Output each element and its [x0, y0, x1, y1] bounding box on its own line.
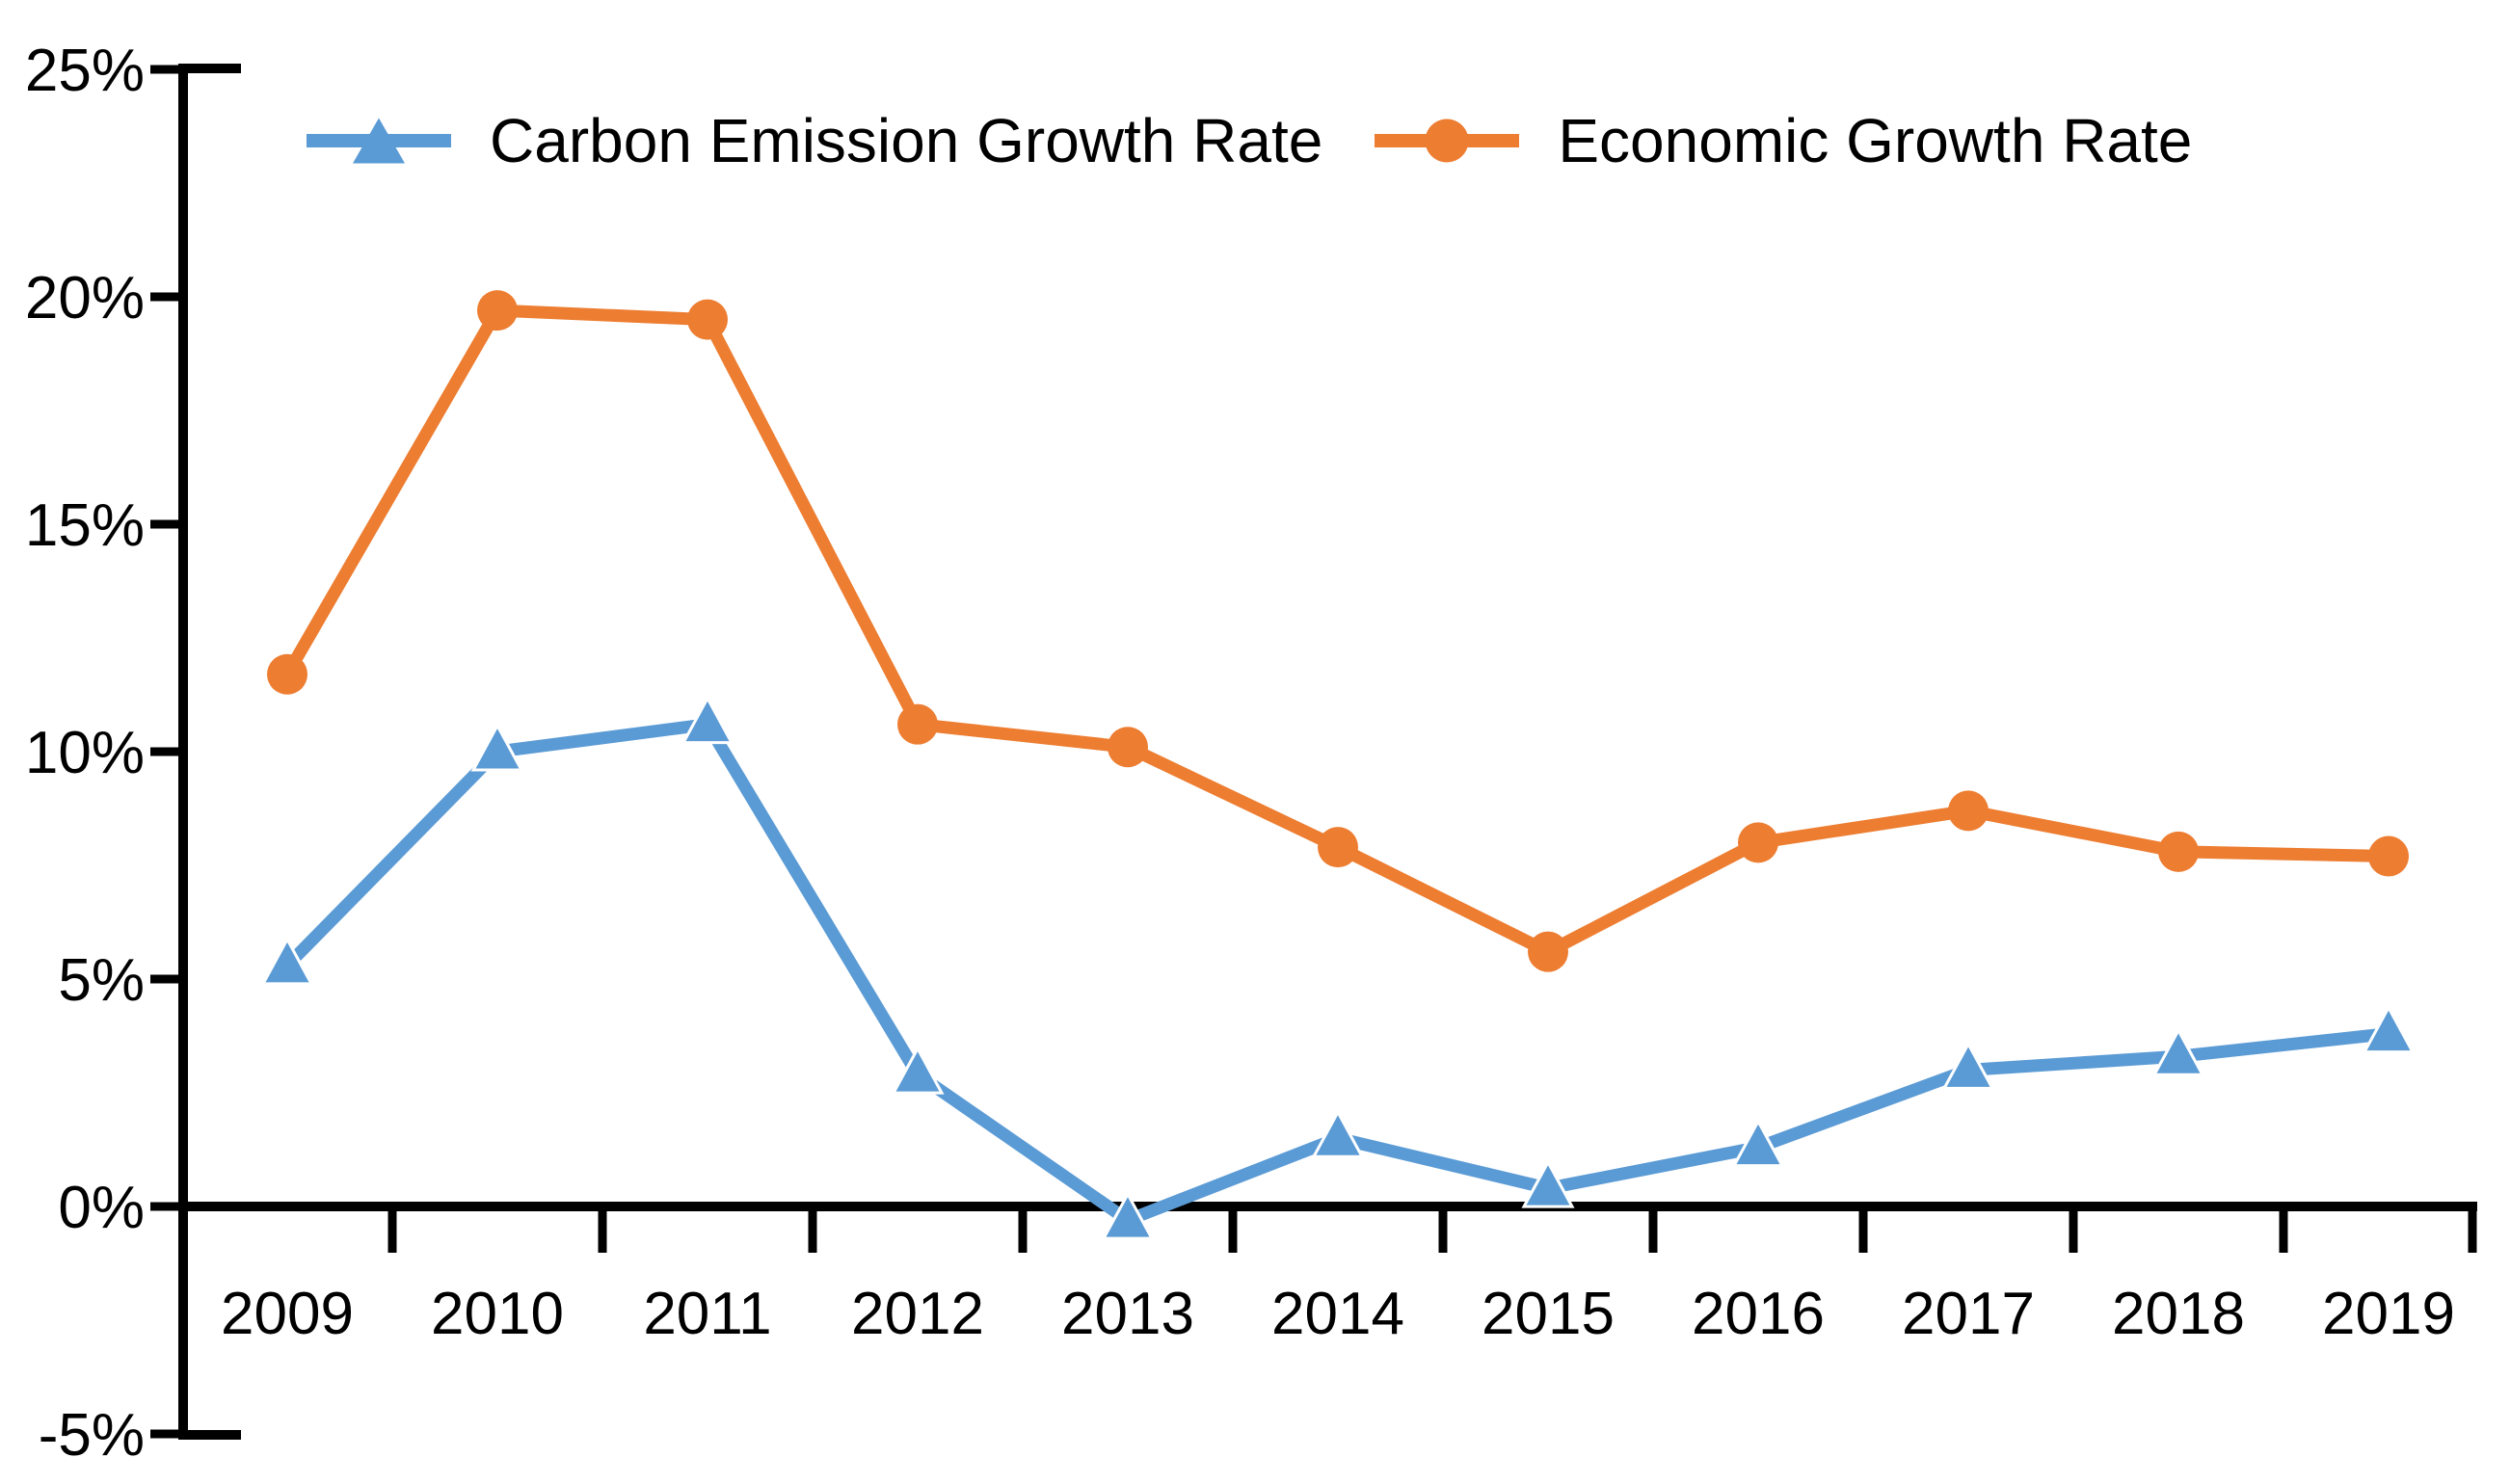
y-tick-label: -5% [39, 1402, 145, 1469]
legend-label-economic: Economic Growth Rate [1558, 106, 2193, 175]
y-tick-label: 10% [25, 720, 145, 786]
data-point-marker [1108, 727, 1148, 768]
series-economic-growth-rate [267, 290, 2409, 972]
data-point-marker [1731, 1118, 1785, 1168]
x-tick-label: 2013 [1061, 1281, 1194, 1347]
y-tick-label: 0% [58, 1175, 145, 1241]
data-point-marker [1311, 1109, 1365, 1158]
data-point-marker [2368, 835, 2409, 877]
y-tick-label: 20% [25, 265, 145, 331]
data-point-marker [687, 299, 728, 340]
legend-label-carbon: Carbon Emission Growth Rate [490, 106, 1323, 175]
axis-labels: 25% 20% 15% 10% 5% 0% -5% 2009 2010 2011 2012 2013 2… [25, 38, 2455, 1469]
legend-item-carbon: Carbon Emission Growth Rate [307, 91, 1322, 191]
x-tick-label: 2009 [221, 1281, 354, 1347]
data-point-marker [267, 653, 307, 695]
legend-item-economic: Economic Growth Rate [1375, 91, 2192, 191]
data-point-marker [2151, 1027, 2205, 1076]
x-tick-label: 2018 [2112, 1281, 2245, 1347]
data-point-marker [2362, 1004, 2416, 1054]
x-tick-label: 2016 [1692, 1281, 1825, 1347]
data-point-marker [470, 722, 524, 772]
data-point-marker [1521, 1158, 1575, 1208]
data-point-marker [477, 290, 518, 331]
circle-glyph [1425, 119, 1469, 163]
data-point-marker [1941, 1041, 1995, 1090]
x-tick-label: 2015 [1482, 1281, 1615, 1347]
series-carbon-emission-growth-rate [260, 695, 2416, 1240]
triangle-glyph [353, 118, 405, 164]
data-point-marker [1318, 827, 1358, 868]
y-tick-label: 25% [25, 38, 145, 104]
data-point-marker [1528, 931, 1568, 972]
data-point-marker [897, 703, 938, 745]
data-point-marker [2158, 831, 2199, 872]
axes [150, 64, 2477, 1440]
y-tick-label: 5% [58, 947, 145, 1014]
data-point-marker [1948, 790, 1989, 832]
x-tick-label: 2019 [2322, 1281, 2455, 1347]
x-tick-label: 2017 [1902, 1281, 2035, 1347]
legend: Carbon Emission Growth Rate Economic Gro… [307, 91, 2192, 191]
data-point-marker [1738, 822, 1778, 863]
data-point-marker [1101, 1191, 1155, 1240]
x-tick-label: 2012 [851, 1281, 984, 1347]
y-tick-label: 15% [25, 492, 145, 559]
data-point-marker [681, 695, 734, 745]
triangle-marker-icon [307, 118, 451, 164]
data-point-marker [891, 1045, 945, 1095]
x-tick-label: 2014 [1271, 1281, 1404, 1347]
circle-marker-icon [1375, 119, 1520, 163]
data-point-marker [260, 936, 314, 986]
x-tick-label: 2011 [643, 1281, 771, 1347]
x-tick-label: 2010 [431, 1281, 564, 1347]
